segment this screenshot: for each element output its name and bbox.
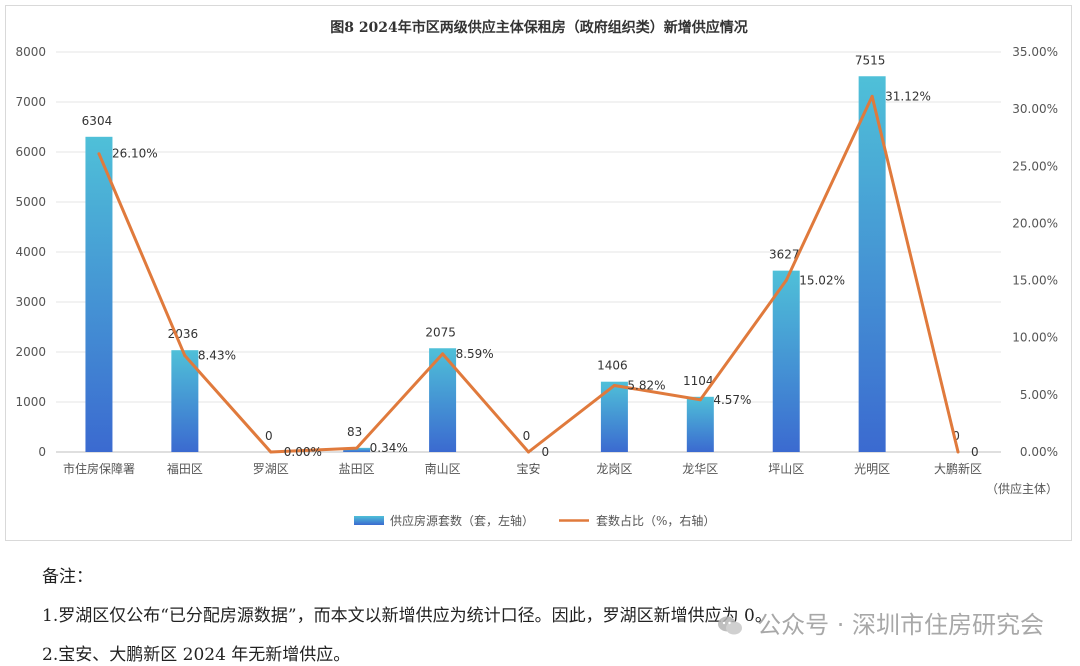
left-tick-label: 6000	[15, 145, 46, 159]
bar	[686, 396, 714, 452]
line-data-label: 8.43%	[198, 349, 236, 363]
notes-heading: 备注：	[42, 567, 93, 587]
category-label: 龙岗区	[596, 462, 632, 476]
grid-layer	[56, 51, 1001, 453]
category-label: 光明区	[854, 462, 890, 476]
left-tick-label: 5000	[15, 195, 46, 209]
right-tick-label: 25.00%	[1012, 159, 1058, 173]
line-data-label: 0.34%	[370, 441, 408, 455]
line-point	[441, 352, 445, 356]
line-layer: 26.10% 8.43% 0.00% 0.34% 8.59% 0 5.82% 4.57% 15.…	[97, 89, 979, 459]
line-point	[956, 450, 960, 454]
category-axis: 市住房保障署 福田区 罗湖区 盐田区 南山区 宝安 龙岗区 龙华区 坪山区 光明区 大鹏新区	[63, 461, 982, 476]
watermark-text: 公众号 · 深圳市住房研究会	[757, 611, 1044, 639]
bar	[772, 270, 800, 452]
line-point	[870, 94, 874, 98]
left-tick-label: 3000	[15, 295, 46, 309]
right-tick-label: 15.00%	[1012, 274, 1058, 288]
bar-data-label: 7515	[855, 53, 886, 67]
category-label: 龙华区	[682, 462, 718, 476]
watermark: 公众号 · 深圳市住房研究会	[717, 605, 1044, 640]
bar-data-label: 0	[265, 429, 273, 443]
line-point	[183, 354, 187, 358]
category-label: 南山区	[425, 461, 461, 476]
legend: 供应房源套数（套，左轴） 套数占比（%，右轴）	[354, 513, 715, 528]
right-tick-label: 30.00%	[1012, 102, 1058, 116]
wechat-icon	[718, 616, 743, 635]
legend-bar-swatch	[354, 516, 384, 525]
category-label: 坪山区	[768, 462, 804, 476]
chart-frame: 图8 2024年市区两级供应主体保租房（政府组织类）新增供应情况 0 1000 20…	[5, 5, 1072, 541]
category-label: 罗湖区	[253, 461, 289, 476]
bar-data-label: 3627	[769, 248, 800, 262]
bar-data-label: 6304	[82, 114, 113, 128]
line-data-label: 31.12%	[885, 89, 931, 103]
right-tick-label: 0.00%	[1020, 445, 1058, 459]
line-point	[784, 278, 788, 282]
bar-data-label: 83	[347, 425, 362, 439]
legend-line-label: 套数占比（%，右轴）	[596, 513, 715, 528]
line-point	[355, 446, 359, 450]
category-label: 福田区	[167, 461, 203, 476]
right-tick-label: 10.00%	[1012, 331, 1058, 345]
right-tick-label: 20.00%	[1012, 216, 1058, 230]
right-tick-label: 5.00%	[1020, 388, 1058, 402]
left-tick-label: 1000	[15, 395, 46, 409]
line-data-label: 5.82%	[627, 378, 665, 392]
note-line-2: 2.宝安、大鹏新区 2024 年无新增供应。	[42, 645, 351, 665]
line-data-label: 8.59%	[456, 347, 494, 361]
category-label: 盐田区	[339, 462, 375, 476]
note-line-1: 1.罗湖区仅公布“已分配房源数据”，而本文以新增供应为统计口径。因此，罗湖区新增…	[42, 606, 772, 626]
left-tick-label: 2000	[15, 345, 46, 359]
line-data-label: 15.02%	[799, 273, 845, 287]
line-data-label: 26.10%	[112, 147, 158, 161]
bar	[343, 447, 371, 452]
right-tick-label: 35.00%	[1012, 45, 1058, 59]
line-point	[269, 450, 273, 454]
category-label: 市住房保障署	[63, 461, 135, 476]
bar-data-label: 0	[952, 429, 960, 443]
bar-data-label: 0	[523, 429, 531, 443]
bar-data-label: 1104	[683, 374, 714, 388]
line-point	[97, 152, 101, 156]
bar-data-label: 2075	[425, 325, 456, 339]
left-tick-label: 0	[38, 445, 46, 459]
left-tick-label: 7000	[15, 95, 46, 109]
line-point	[527, 450, 530, 454]
line-point	[612, 383, 616, 387]
line-data-label: 0	[971, 445, 979, 459]
category-label: 大鹏新区	[934, 461, 982, 476]
legend-bar-label: 供应房源套数（套，左轴）	[390, 513, 534, 528]
line-data-label: 0	[542, 445, 550, 459]
chart-title: 图8 2024年市区两级供应主体保租房（政府组织类）新增供应情况	[330, 19, 748, 36]
chart-svg: 图8 2024年市区两级供应主体保租房（政府组织类）新增供应情况 0 1000 20…	[15, 19, 1058, 528]
right-axis: 0.00% 5.00% 10.00% 15.00% 20.00% 25.00% 30.00%…	[1012, 45, 1058, 459]
category-label: 宝安	[516, 461, 540, 476]
line-point	[698, 398, 702, 402]
line-data-label: 4.57%	[713, 393, 751, 407]
left-tick-label: 4000	[15, 245, 46, 259]
bar-data-label: 1406	[597, 359, 628, 373]
left-tick-label: 8000	[15, 45, 46, 59]
bar	[85, 136, 113, 453]
line-data-label: 0.00%	[284, 445, 322, 459]
left-axis: 0 1000 2000 3000 4000 5000 6000 7000 8000	[15, 45, 46, 459]
x-axis-unit: （供应主体）	[986, 481, 1058, 496]
